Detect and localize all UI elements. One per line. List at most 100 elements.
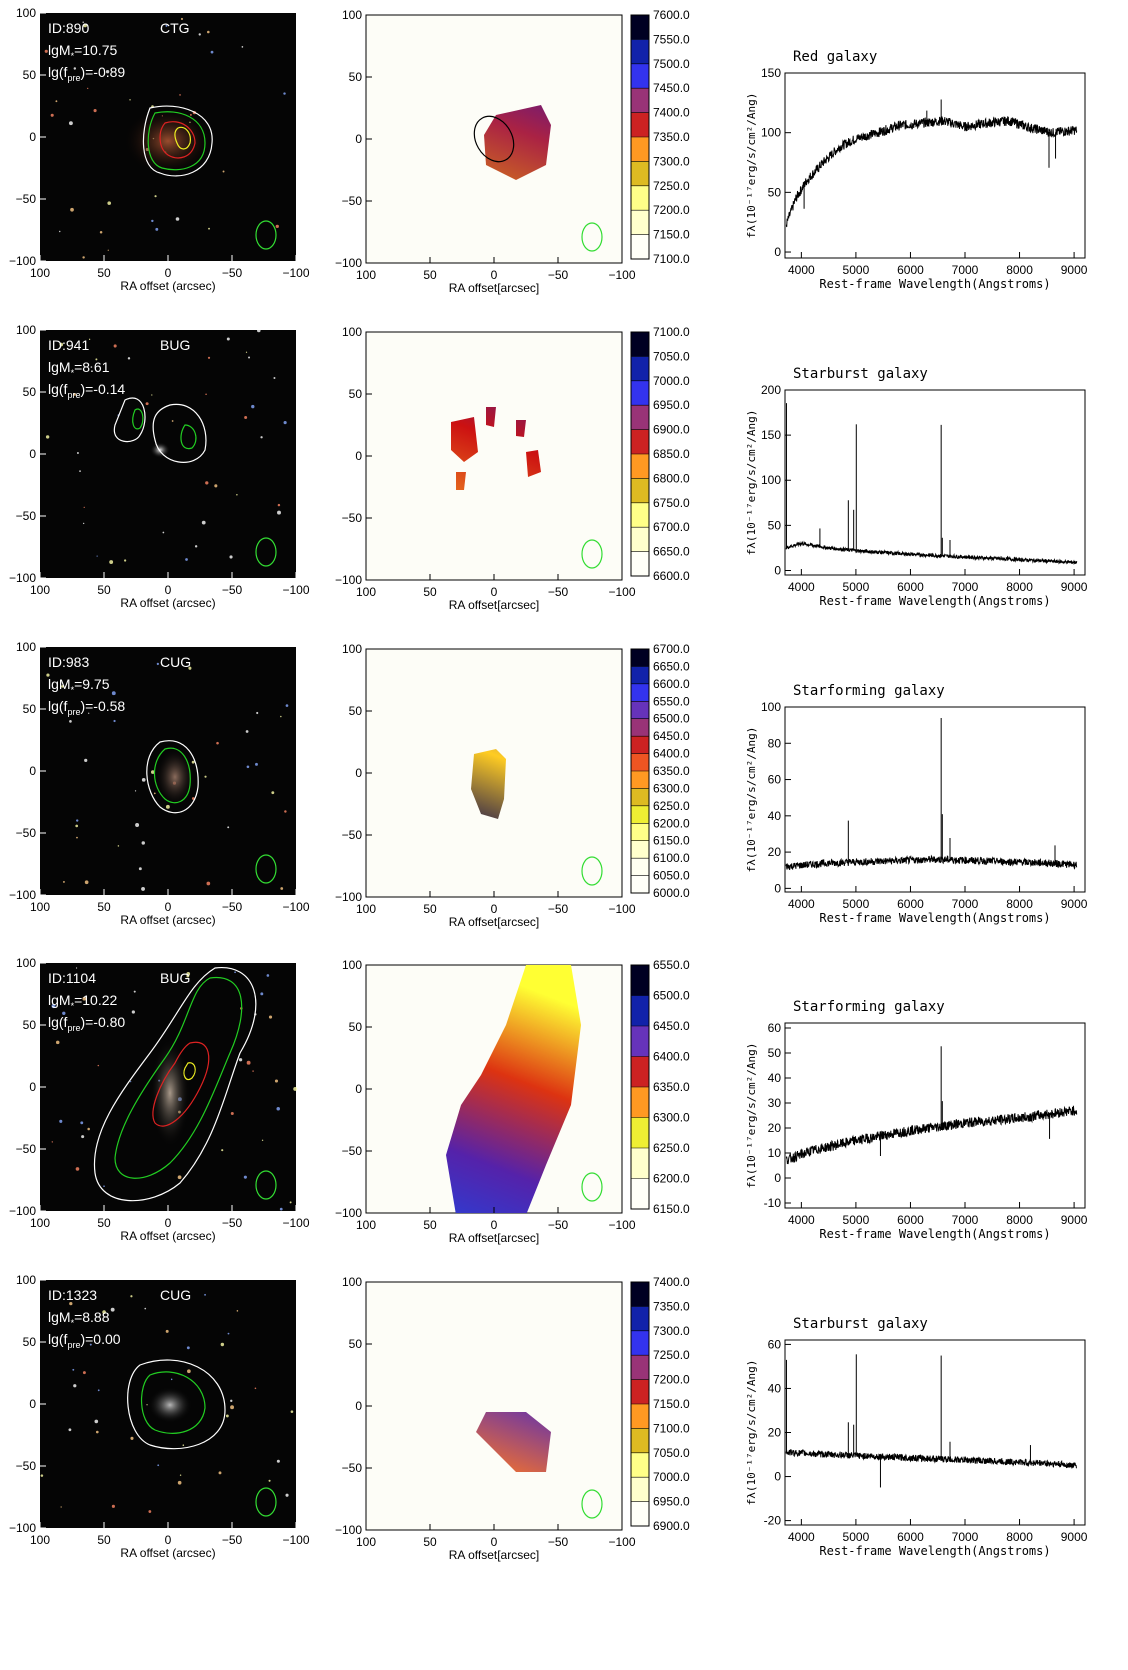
fpre-sub: pre (67, 1340, 80, 1350)
star (154, 195, 157, 198)
spectrum-panel: Starforming galaxy 4000 5000 6000 7000 8000 90… (745, 999, 1088, 1241)
colorbar-tick-label: 7100.0 (653, 325, 690, 339)
star (69, 1301, 73, 1306)
x-tick-label: −100 (608, 268, 635, 282)
mass-sub: * (71, 368, 75, 378)
star (207, 30, 210, 34)
star (207, 356, 211, 359)
galaxy-glow (150, 442, 170, 458)
colorbar-segment (631, 1330, 649, 1356)
x-tick-label: −100 (608, 1218, 635, 1232)
mass-label: lgM (48, 1309, 71, 1325)
star (148, 1510, 152, 1513)
colorbar-segment (631, 1306, 649, 1331)
colorbar-segment (631, 429, 649, 454)
spectrum-title: Starburst galaxy (793, 1316, 928, 1332)
colorbar-segment (631, 1428, 649, 1453)
y-tick-label: 0 (774, 563, 781, 577)
star (285, 704, 289, 707)
star (220, 1342, 225, 1347)
y-tick-label: 0 (355, 1082, 362, 1096)
colorbar-tick-label: 7250.0 (653, 179, 690, 193)
star (191, 797, 195, 800)
colorbar-segment (631, 701, 649, 719)
x-axis-label: RA offset[arcsec] (449, 598, 540, 612)
y-tick-label: 0 (29, 130, 36, 144)
contour-white (127, 1359, 226, 1450)
colorbar-tick-label: 6250.0 (653, 799, 690, 813)
x-tick-label: 50 (423, 1218, 437, 1232)
x-tick-label: 9000 (1061, 263, 1088, 277)
colorbar-segment (631, 649, 649, 667)
y-tick-label: 20 (768, 1121, 782, 1135)
fpre-value: )=0.00 (80, 1331, 120, 1347)
star (76, 836, 78, 839)
y-tick-label: 60 (768, 1021, 782, 1035)
star (111, 691, 116, 696)
star (283, 92, 286, 95)
star (273, 377, 276, 380)
x-tick-label: 0 (491, 268, 498, 282)
star (40, 1474, 44, 1477)
colorbar-segment (631, 1056, 649, 1087)
x-tick-label: 100 (30, 583, 50, 597)
star (156, 662, 159, 666)
star (162, 531, 165, 534)
image-panel: ID:941 BUG lgM*=8.61 lg(fpre)=-0.14 100 50 0 −5… (9, 323, 310, 610)
star (111, 1504, 115, 1508)
star (82, 522, 85, 525)
star (234, 971, 236, 974)
contour-green (147, 111, 206, 171)
colorbar-tick-label: 7200.0 (653, 203, 690, 217)
y-tick-label: 100 (16, 323, 36, 337)
object-id: ID:890 (48, 20, 89, 36)
y-tick-label: 40 (768, 1071, 782, 1085)
star (276, 1106, 280, 1111)
colorbar-tick-label: 6450.0 (653, 729, 690, 743)
contour-yellow (183, 1062, 196, 1081)
y-tick-label: 0 (29, 447, 36, 461)
x-tick-label: 5000 (843, 1213, 870, 1227)
contour-white (113, 397, 207, 463)
fpre-value: )=-0.58 (80, 698, 125, 714)
colorbar-segment (631, 405, 649, 430)
star (185, 558, 188, 561)
galaxy-glow (123, 106, 213, 176)
object-id: ID:1323 (48, 1287, 97, 1303)
colorbar-segment (631, 995, 649, 1026)
x-tick-label: 100 (30, 1533, 50, 1547)
x-tick-label: −100 (608, 902, 635, 916)
x-tick-label: 100 (356, 902, 376, 916)
colorbar-segment (631, 1117, 649, 1148)
beam-ellipse (581, 222, 603, 252)
star (186, 1346, 190, 1350)
contour-white (142, 105, 213, 177)
star (129, 99, 131, 101)
stellar-mass: lgM*=9.75 (48, 676, 110, 695)
x-tick-label: 6000 (897, 897, 924, 911)
image-panel: ID:1104 BUG lgM*=10.22 lg(fpre)=-0.80 100 50 0… (9, 956, 310, 1243)
x-tick-label: −100 (282, 1533, 309, 1547)
x-tick-label: 100 (30, 1216, 50, 1230)
star (198, 33, 201, 36)
spectrum-frame (784, 706, 1086, 893)
fpre: lg(fpre)=-0.80 (48, 1014, 125, 1033)
mass-value: =10.75 (74, 42, 117, 58)
mass-value: =8.61 (74, 359, 110, 375)
y-tick-label: 100 (342, 325, 362, 339)
star (68, 121, 73, 126)
star (170, 1378, 173, 1381)
colorbar-frame (630, 14, 650, 260)
star (123, 559, 127, 562)
x-axis-label: RA offset[arcsec] (449, 915, 540, 929)
x-tick-label: 5000 (843, 1530, 870, 1544)
colorbar-tick-label: 6650.0 (653, 659, 690, 673)
colorbar-segment (631, 1379, 649, 1404)
spectrum-line (785, 854, 1078, 871)
colorbar-tick-label: 6150.0 (653, 834, 690, 848)
galaxy-glow (155, 747, 195, 807)
x-tick-label: 4000 (788, 1530, 815, 1544)
y-tick-label: −50 (16, 1459, 37, 1473)
colorbar-segment (631, 1501, 649, 1526)
colorbar-tick-label: 6250.0 (653, 1141, 690, 1155)
